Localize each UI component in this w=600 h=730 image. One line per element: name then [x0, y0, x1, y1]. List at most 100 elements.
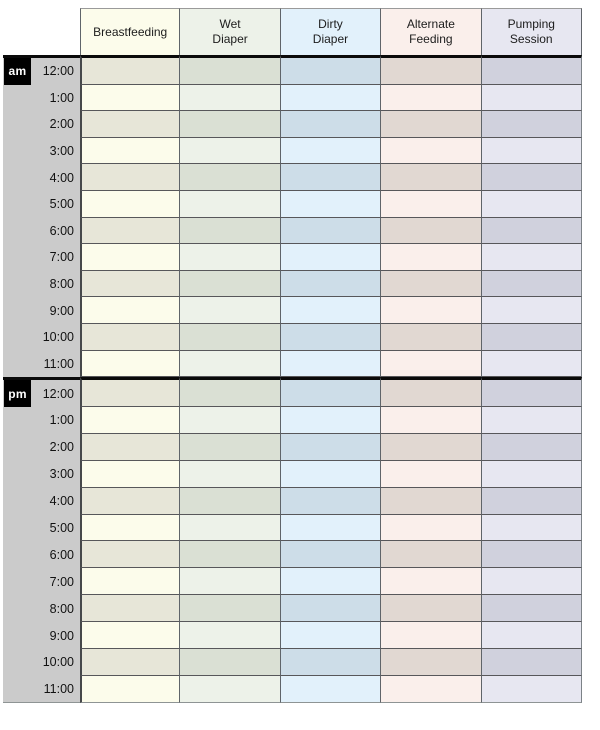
time-label: 5:00 — [49, 197, 74, 212]
time-label-cell: 5:00 — [3, 190, 80, 218]
log-cell-alternate-feeding — [381, 297, 482, 324]
log-cell-breastfeeding — [80, 137, 181, 165]
log-cell-dirty-diaper — [280, 514, 382, 542]
log-cell-alternate-feeding — [381, 270, 482, 298]
log-cell-pumping-session — [481, 460, 582, 488]
log-cell-wet-diaper — [180, 568, 281, 596]
log-cell-alternate-feeding — [381, 164, 482, 191]
log-cell-alternate-feeding — [381, 568, 482, 596]
log-cell-wet-diaper — [180, 244, 281, 271]
time-label-cell: 7:00 — [3, 244, 80, 271]
log-cell-alternate-feeding — [381, 460, 482, 488]
log-cell-pumping-session — [481, 244, 582, 271]
time-label: 1:00 — [49, 413, 74, 428]
log-cell-breastfeeding — [80, 460, 181, 488]
log-cell-wet-diaper — [180, 350, 281, 378]
time-label: 8:00 — [49, 601, 74, 616]
time-label: 1:00 — [49, 90, 74, 105]
time-label-cell: am 12:00 — [3, 55, 80, 85]
log-cell-breastfeeding — [80, 649, 181, 676]
log-cell-dirty-diaper — [280, 84, 382, 112]
log-cell-pumping-session — [481, 55, 582, 85]
log-cell-pumping-session — [481, 111, 582, 138]
log-cell-wet-diaper — [180, 84, 281, 112]
log-cell-dirty-diaper — [280, 407, 382, 434]
log-cell-pumping-session — [481, 622, 582, 650]
log-cell-wet-diaper — [180, 675, 281, 703]
baby-log-table: Breastfeeding Wet Diaper Dirty Diaper Al… — [3, 8, 582, 703]
time-label: 5:00 — [49, 521, 74, 536]
time-label-cell: 7:00 — [3, 568, 80, 596]
time-label-cell: 1:00 — [3, 407, 80, 434]
time-label-cell: pm 12:00 — [3, 377, 80, 408]
log-cell-breastfeeding — [80, 190, 181, 218]
log-cell-breastfeeding — [80, 541, 181, 569]
log-cell-wet-diaper — [180, 514, 281, 542]
time-label-cell: 3:00 — [3, 460, 80, 488]
time-label-cell: 4:00 — [3, 487, 80, 515]
log-cell-dirty-diaper — [280, 244, 382, 271]
log-cell-pumping-session — [481, 137, 582, 165]
log-cell-dirty-diaper — [280, 323, 382, 351]
log-cell-dirty-diaper — [280, 541, 382, 569]
log-cell-pumping-session — [481, 350, 582, 378]
log-cell-dirty-diaper — [280, 595, 382, 623]
log-cell-alternate-feeding — [381, 487, 482, 515]
log-cell-alternate-feeding — [381, 244, 482, 271]
log-cell-wet-diaper — [180, 595, 281, 623]
log-cell-pumping-session — [481, 568, 582, 596]
log-cell-pumping-session — [481, 190, 582, 218]
log-cell-wet-diaper — [180, 433, 281, 461]
log-cell-breastfeeding — [80, 622, 181, 650]
time-label: 6:00 — [49, 547, 74, 562]
log-cell-alternate-feeding — [381, 55, 482, 85]
log-cell-alternate-feeding — [381, 190, 482, 218]
log-cell-alternate-feeding — [381, 675, 482, 703]
time-label-cell: 10:00 — [3, 649, 80, 676]
time-label: 10:00 — [42, 330, 74, 345]
time-label: 11:00 — [43, 356, 74, 371]
log-cell-dirty-diaper — [280, 460, 382, 488]
log-cell-breastfeeding — [80, 111, 181, 138]
log-cell-alternate-feeding — [381, 595, 482, 623]
time-label: 4:00 — [49, 170, 74, 185]
log-cell-breastfeeding — [80, 270, 181, 298]
log-cell-pumping-session — [481, 675, 582, 703]
time-label: 12:00 — [42, 386, 74, 401]
log-cell-dirty-diaper — [280, 487, 382, 515]
log-cell-pumping-session — [481, 514, 582, 542]
time-label: 4:00 — [49, 494, 74, 509]
time-label-cell: 8:00 — [3, 270, 80, 298]
log-cell-alternate-feeding — [381, 622, 482, 650]
log-cell-dirty-diaper — [280, 137, 382, 165]
column-header-alternate-feeding: Alternate Feeding — [381, 8, 482, 55]
column-header-breastfeeding: Breastfeeding — [80, 8, 181, 55]
log-cell-wet-diaper — [180, 55, 281, 85]
log-cell-dirty-diaper — [280, 270, 382, 298]
log-cell-alternate-feeding — [381, 350, 482, 378]
log-cell-breastfeeding — [80, 297, 181, 324]
log-cell-alternate-feeding — [381, 514, 482, 542]
log-cell-dirty-diaper — [280, 350, 382, 378]
log-cell-pumping-session — [481, 433, 582, 461]
log-cell-dirty-diaper — [280, 649, 382, 676]
time-label: 9:00 — [49, 628, 74, 643]
period-badge: am — [4, 58, 31, 85]
log-cell-pumping-session — [481, 377, 582, 408]
log-cell-alternate-feeding — [381, 137, 482, 165]
log-cell-dirty-diaper — [280, 622, 382, 650]
log-cell-breastfeeding — [80, 244, 181, 271]
log-cell-dirty-diaper — [280, 433, 382, 461]
log-cell-pumping-session — [481, 164, 582, 191]
time-label-cell: 6:00 — [3, 217, 80, 245]
log-cell-pumping-session — [481, 217, 582, 245]
log-cell-wet-diaper — [180, 541, 281, 569]
log-cell-dirty-diaper — [280, 377, 382, 408]
time-label: 10:00 — [42, 655, 74, 670]
time-label-cell: 4:00 — [3, 164, 80, 191]
time-label: 2:00 — [49, 117, 74, 132]
log-cell-dirty-diaper — [280, 55, 382, 85]
log-cell-breastfeeding — [80, 55, 181, 85]
log-cell-pumping-session — [481, 595, 582, 623]
